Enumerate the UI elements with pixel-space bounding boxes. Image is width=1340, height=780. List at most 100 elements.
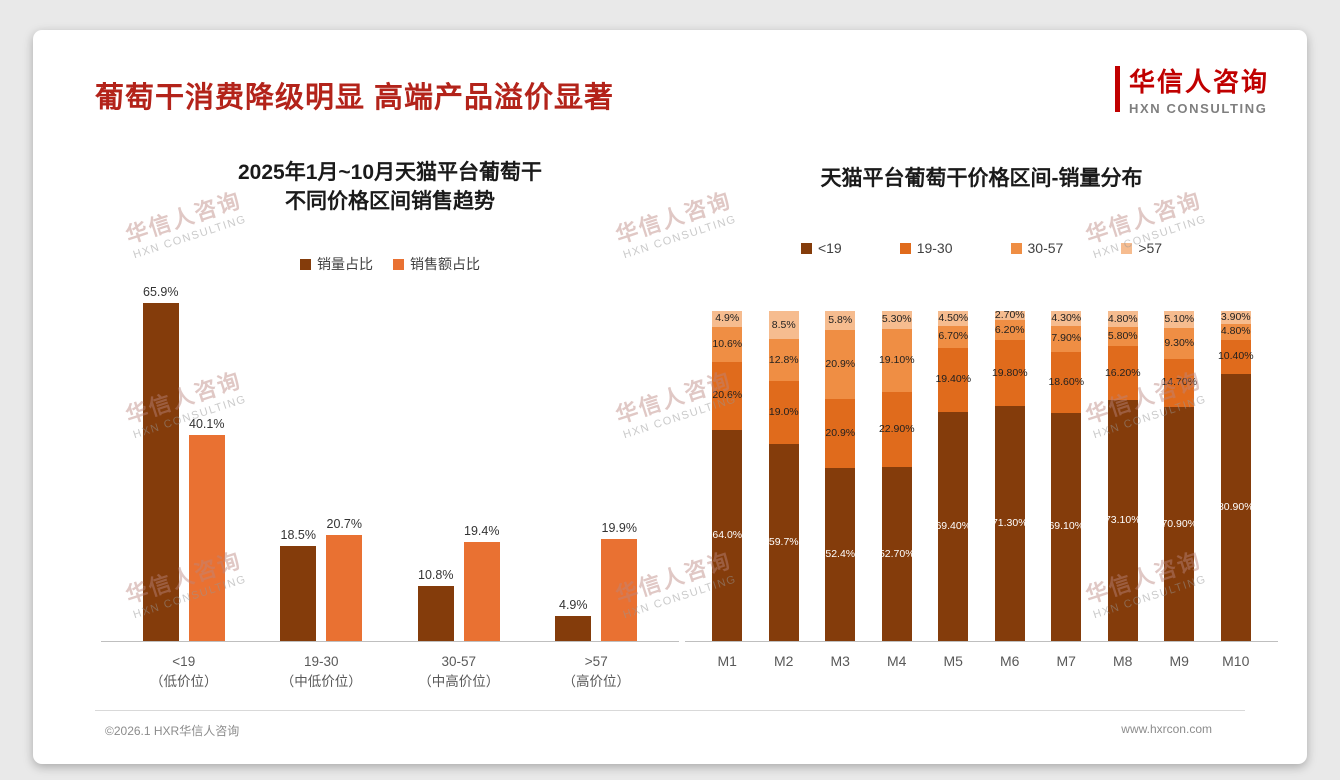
segment-value-label: 19.80% [991,366,1028,379]
segment-value-label: 5.80% [1107,330,1138,343]
segment-value-label: 22.90% [878,422,915,435]
bar-销量占比-30-57 [417,585,454,641]
bar-segment-30-57-M10 [1220,323,1251,340]
footer-website: www.hxrcon.com [1121,722,1212,736]
bar-segment-<19-M6 [994,405,1025,641]
x-axis-label: M3 [830,653,850,669]
left-chart-title-line1: 2025年1月~10月天猫平台葡萄干 [237,161,543,184]
bar-segment->57-M7 [1051,311,1082,326]
logo-mark [1114,66,1120,112]
x-axis-label-line: 19-30 [303,654,339,669]
segment-value-label: 4.30% [1051,311,1082,324]
logo-name: 华信人咨询 [1128,67,1269,97]
segment-value-label: 20.9% [825,427,856,440]
segment-value-label: 64.0% [712,528,743,541]
segment-value-label: 7.90% [1051,332,1082,345]
x-axis-label-line: <19 [172,654,196,669]
left-chart-title-line2: 不同价格区间销售趋势 [285,190,495,214]
bar-segment-19-30-M2 [768,381,799,444]
bar-segment-<19-M4 [881,467,912,641]
bar-segment-19-30-M3 [825,399,856,469]
bar-segment-19-30-M8 [1107,346,1138,400]
bar-segment-30-57-M4 [881,328,912,392]
bar-segment->57-M5 [938,311,969,326]
bar-销售额占比->57 [601,538,638,641]
right-chart-plot: 64.0% 20.6% 10.6% 4.9% M1 59.7% 19.0% 12.8% 8.5%… [685,308,1278,669]
x-axis-label-line: >57 [584,654,608,669]
x-axis-label: M4 [887,653,907,669]
bar-segment-<19-M7 [1051,412,1082,641]
bar-销售额占比-<19 [188,435,225,641]
bar-销售额占比-30-57 [463,541,500,641]
segment-value-label: 6.70% [938,330,969,343]
bar-segment->57-M1 [712,310,743,327]
legend-swatch [393,258,404,270]
segment-value-label: 10.40% [1217,350,1254,363]
bar-segment-19-30-M6 [994,340,1025,406]
bar-value-label: 20.7% [326,516,362,531]
slide: 华信人咨询 HXN CONSULTING 华信人咨询 HXN CONSULTING 华信… [33,30,1307,764]
x-axis-label-line: （高价位） [562,674,631,690]
x-axis-label: M10 [1222,653,1250,669]
bar-segment-19-30-M5 [938,347,969,412]
legend-swatch [300,258,311,270]
segment-value-label: 80.90% [1217,501,1254,513]
segment-value-label: 69.10% [1048,520,1085,533]
page-title: 葡萄干消费降级明显 高端产品溢价显著 [95,82,615,114]
segment-value-label: 19.0% [768,406,799,419]
segment-value-label: 5.10% [1164,312,1195,325]
right-chart: 天猫平台葡萄干价格区间-销量分布 <19 19-30 30-57 >57 64.0% 2… [685,158,1278,718]
x-axis-label-line: 30-57 [441,654,477,669]
left-chart-legend: 销量占比 销售额占比 [115,254,665,274]
x-axis-label: M2 [774,653,794,669]
segment-value-label: 20.9% [825,358,856,371]
segment-value-label: 73.10% [1104,513,1141,526]
segment-value-label: 12.8% [768,353,799,366]
bar-segment-30-57-M1 [712,326,743,362]
bar-segment->57-M6 [994,311,1025,320]
bar-value-label: 10.8% [418,567,454,582]
bar-销量占比->57 [555,615,592,641]
segment-value-label: 4.9% [715,312,740,325]
legend-item-1: 销售额占比 [393,254,480,274]
bar-segment->57-M8 [1107,311,1138,328]
bar-销量占比-19-30 [280,546,317,641]
bar-segment-19-30-M4 [881,391,912,468]
segment-value-label: 9.30% [1164,336,1195,349]
segment-value-label: 3.90% [1220,310,1251,323]
legend-label: 30-57 [1027,240,1064,256]
segment-value-label: 14.70% [1161,376,1198,389]
legend-item-0: 销量占比 [300,254,373,274]
bar-segment-30-57-M7 [1051,325,1082,352]
legend-swatch [899,242,911,254]
legend-item-1: 19-30 [899,240,953,256]
segment-value-label: 59.7% [768,535,799,548]
footer-copyright: ©2026.1 HXR华信人咨询 [105,724,240,738]
segment-value-label: 52.4% [825,548,856,561]
segment-value-label: 4.50% [938,311,969,324]
logo-subtitle: HXN CONSULTING [1128,101,1268,116]
bar-segment-19-30-M10 [1220,339,1251,375]
x-axis-label: <19 （低价位） [119,652,249,693]
segment-value-label: 5.30% [881,313,912,326]
x-axis-label-line: （低价位） [150,674,218,690]
left-chart: 2025年1月~10月天猫平台葡萄干 不同价格区间销售趋势 销量占比 销售额占比 … [101,158,679,718]
bar-value-label: 4.9% [559,597,588,612]
segment-value-label: 8.5% [771,318,796,331]
bar-value-label: 65.9% [143,285,179,300]
legend-item-0: <19 [800,240,842,256]
segment-value-label: 16.20% [1104,366,1141,379]
bar-value-label: 19.9% [601,520,637,535]
bar-value-label: 19.4% [464,523,500,538]
bar-segment-30-57-M8 [1107,327,1138,347]
segment-value-label: 19.10% [878,353,915,366]
segment-value-label: 2.70% [994,308,1025,321]
bar-segment-<19-M5 [938,411,969,641]
bar-segment-<19-M1 [712,429,743,641]
bar-销量占比-<19 [142,303,179,641]
footer-divider [95,710,1245,711]
bar-segment-<19-M3 [825,468,856,641]
right-chart-title-line1: 天猫平台葡萄干价格区间-销量分布 [820,167,1143,190]
segment-value-label: 52.70% [878,547,915,560]
segment-value-label: 70.90% [1161,517,1198,530]
